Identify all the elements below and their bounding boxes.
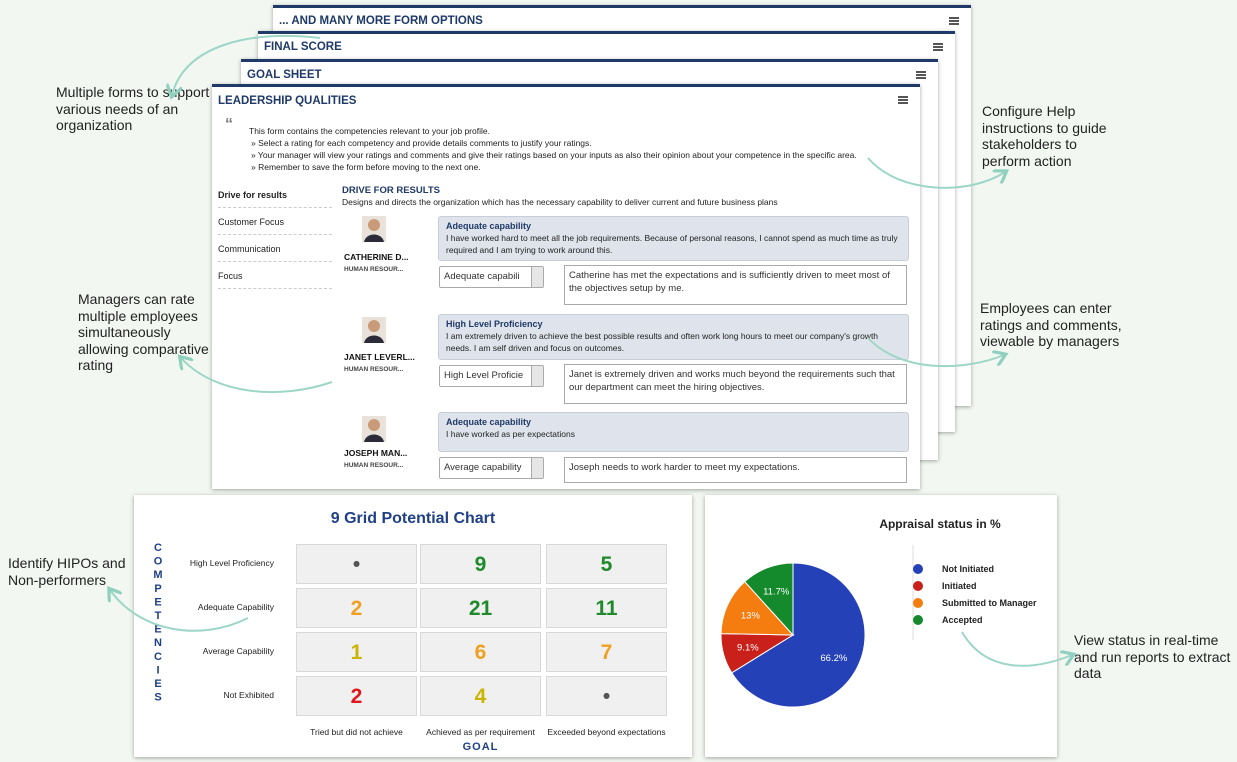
grid-cell: 5 xyxy=(546,544,667,584)
employee-dept: HUMAN RESOUR... xyxy=(344,366,404,373)
form-card: LEADERSHIP QUALITIES “ This form contain… xyxy=(212,84,920,489)
pie-card: Appraisal status in % 66.2% 9.1% 13% 11.7% N… xyxy=(705,495,1057,757)
row-label: Adequate Capability xyxy=(197,602,274,612)
pie-slice xyxy=(720,580,795,636)
nav-item[interactable]: Customer Focus xyxy=(218,217,332,235)
slice-label: 11.7% xyxy=(763,586,790,597)
grid-cell: 4 xyxy=(420,676,541,716)
manager-comment[interactable]: Janet is extremely driven and works much… xyxy=(564,364,907,404)
nav-item[interactable]: Focus xyxy=(218,271,332,289)
self-rating: High Level Proficiency I am extremely dri… xyxy=(438,314,909,360)
rating-title: Adequate capability xyxy=(446,417,532,427)
grid-cell: • xyxy=(296,544,417,584)
grid-cell: 2 xyxy=(296,676,417,716)
pie-chart: Appraisal status in % 66.2% 9.1% 13% 11.7% N… xyxy=(720,517,1037,708)
section-description: Designs and directs the organization whi… xyxy=(342,197,778,207)
pie-slice xyxy=(744,562,794,637)
avatar xyxy=(362,216,386,242)
self-rating: Adequate capability I have worked hard to… xyxy=(438,216,909,261)
employee-name: CATHERINE D... xyxy=(344,252,409,262)
legend-label: Not Initiated xyxy=(942,564,994,574)
grid-cell: 1 xyxy=(296,632,417,672)
form-title[interactable]: FINAL SCORE xyxy=(264,41,342,53)
legend-marker xyxy=(913,564,923,574)
legend-marker xyxy=(913,615,923,625)
menu-icon[interactable] xyxy=(949,17,959,25)
self-rating: Adequate capability I have worked as per … xyxy=(438,412,909,452)
grid-title: 9 Grid Potential Chart xyxy=(330,510,496,527)
annotation: Configure Help instructions to guide sta… xyxy=(982,103,1107,169)
annotation: Identify HIPOs and Non-performers xyxy=(8,555,126,588)
menu-icon[interactable] xyxy=(933,43,943,51)
employee-name: JANET LEVERL... xyxy=(344,352,415,362)
menu-icon[interactable] xyxy=(916,71,926,79)
employee-dept: HUMAN RESOUR... xyxy=(344,462,404,469)
self-comment: I am extremely driven to achieve the bes… xyxy=(446,331,879,353)
column-label: Tried but did not achieve xyxy=(310,727,403,737)
row-label: High Level Proficiency xyxy=(189,558,274,568)
manager-comment[interactable]: Joseph needs to work harder to meet my e… xyxy=(564,457,907,483)
section-title: DRIVE FOR RESULTS xyxy=(342,185,440,196)
intro: This form contains the competencies rele… xyxy=(249,125,857,173)
avatar-image xyxy=(362,216,386,242)
legend-marker xyxy=(913,598,923,608)
nav-item[interactable]: Drive for results xyxy=(218,190,332,208)
x-axis-label: GOAL xyxy=(462,741,499,753)
avatar xyxy=(362,416,386,442)
annotation: Employees can enter ratings and comments… xyxy=(980,300,1122,349)
employee-name: JOSEPH MAN... xyxy=(344,448,408,458)
intro-line: » Remember to save the form before movin… xyxy=(251,162,481,172)
intro-line: » Your manager will view your ratings an… xyxy=(251,150,857,160)
avatar-image xyxy=(362,416,386,442)
quote-icon: “ xyxy=(225,116,233,133)
form-title: LEADERSHIP QUALITIES xyxy=(218,95,357,107)
avatar-image xyxy=(362,317,386,343)
pie-slice xyxy=(731,562,866,708)
self-comment: I have worked as per expectations xyxy=(446,429,575,439)
row-label: Not Exhibited xyxy=(223,690,274,700)
grid-card: 9 Grid Potential Chart COMPETENCIES GOAL… xyxy=(134,495,692,757)
row-label: Average Capability xyxy=(202,646,274,656)
grid-cell: 6 xyxy=(420,632,541,672)
legend-marker xyxy=(913,581,923,591)
grid-cell: 7 xyxy=(546,632,667,672)
employee-dept: HUMAN RESOUR... xyxy=(344,266,404,273)
manager-comment[interactable]: Catherine has met the expectations and i… xyxy=(564,265,907,305)
grid-cell: 21 xyxy=(420,588,541,628)
column-label: Exceeded beyond expectations xyxy=(547,727,666,737)
grid-cell: 2 xyxy=(296,588,417,628)
slice-label: 9.1% xyxy=(737,642,759,653)
menu-icon[interactable] xyxy=(898,96,908,104)
rating-select[interactable]: High Level Proficie xyxy=(439,365,544,387)
legend-label: Submitted to Manager xyxy=(942,598,1037,608)
chart-title: Appraisal status in % xyxy=(879,517,1001,531)
rating-select[interactable]: Adequate capabili xyxy=(439,266,544,288)
avatar xyxy=(362,317,386,343)
legend-label: Accepted xyxy=(942,615,983,625)
annotation: Managers can rate multiple employees sim… xyxy=(78,291,209,373)
nav-item[interactable]: Communication xyxy=(218,244,332,262)
intro-line: This form contains the competencies rele… xyxy=(249,126,490,136)
grid-cell: 9 xyxy=(420,544,541,584)
slice-label: 66.2% xyxy=(820,653,847,664)
annotation: Multiple forms to support various needs … xyxy=(56,84,210,133)
intro-line: » Select a rating for each competency an… xyxy=(251,138,592,148)
slice-label: 13% xyxy=(741,611,761,622)
grid-cell: • xyxy=(546,676,667,716)
form-title[interactable]: GOAL SHEET xyxy=(247,69,322,81)
column-label: Achieved as per requirement xyxy=(426,727,535,737)
annotation: View status in real-time and run reports… xyxy=(1074,632,1231,681)
rating-select[interactable]: Average capability xyxy=(439,457,544,479)
grid-cell: 11 xyxy=(546,588,667,628)
form-title[interactable]: ... AND MANY MORE FORM OPTIONS xyxy=(279,15,483,27)
rating-title: Adequate capability xyxy=(446,221,532,231)
rating-title: High Level Proficiency xyxy=(446,319,543,329)
legend-label: Initiated xyxy=(942,581,977,591)
self-comment: I have worked hard to meet all the job r… xyxy=(446,233,898,255)
